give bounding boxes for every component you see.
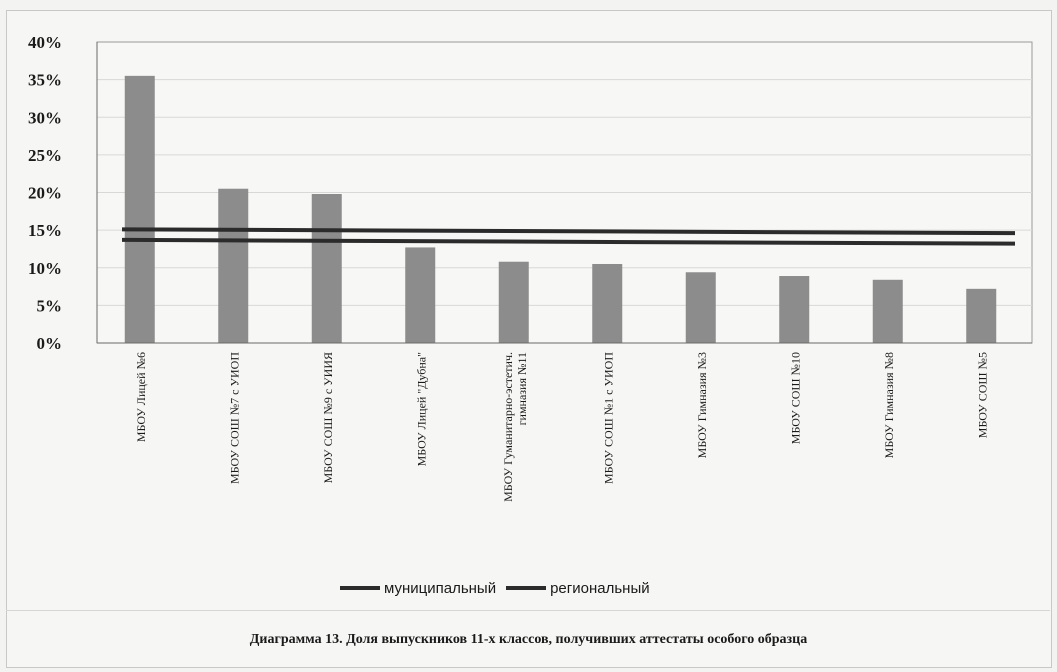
x-tick-label-line: МБОУ СОШ №10 bbox=[788, 352, 802, 444]
bar bbox=[405, 247, 436, 343]
reference-lines bbox=[121, 227, 1016, 246]
chart-caption: Диаграмма 13. Доля выпускников 11-х клас… bbox=[249, 632, 808, 647]
x-tick-label-line: МБОУ СОШ №5 bbox=[975, 352, 989, 438]
x-tick-label-line: МБОУ СОШ №7 с УИОП bbox=[227, 352, 241, 484]
bar bbox=[592, 263, 623, 343]
x-tick-label-line: МБОУ Гимназия №3 bbox=[695, 352, 709, 458]
y-tick-labels: 0% 5% 10% 15% 20% 25% 30% 35% 40% bbox=[28, 33, 62, 353]
bar bbox=[685, 272, 716, 343]
x-tick-label-line: МБОУ Лицей "Дубна" bbox=[414, 352, 428, 466]
legend-swatch-municipal bbox=[340, 586, 380, 590]
axes bbox=[96, 42, 1032, 344]
x-tick-label-line: МБОУ Лицей №6 bbox=[134, 352, 148, 442]
legend-entry-regional: региональный bbox=[506, 580, 650, 597]
bar bbox=[124, 75, 155, 344]
y-tick-label: 10% bbox=[28, 259, 62, 278]
regional-line bbox=[121, 237, 1016, 246]
y-tick-label: 20% bbox=[28, 184, 62, 203]
legend-entry-municipal: муниципальный bbox=[340, 580, 496, 597]
municipal-line bbox=[121, 227, 1016, 236]
bar bbox=[218, 188, 249, 343]
caption-separator bbox=[6, 610, 1050, 611]
legend-swatch-regional bbox=[506, 586, 547, 590]
legend-label-regional: региональный bbox=[550, 579, 650, 597]
bar bbox=[311, 194, 342, 343]
y-tick-label: 5% bbox=[37, 296, 63, 315]
x-tick-label: МБОУ Гуманитарно-эстетич. гимназия №11 bbox=[501, 352, 529, 502]
x-tick-label: МБОУ СОШ №9 с УИИЯ bbox=[321, 352, 335, 483]
x-tick-label: МБОУ СОШ №10 bbox=[788, 352, 802, 444]
legend-label-municipal: муниципальный bbox=[384, 579, 497, 597]
x-tick-label-line: МБОУ Гимназия №8 bbox=[882, 352, 896, 458]
bar bbox=[498, 261, 529, 343]
legend: муниципальный региональный bbox=[340, 576, 650, 600]
x-tick-label-line: гимназия №11 bbox=[515, 352, 529, 425]
x-tick-label: МБОУ Лицей "Дубна" bbox=[414, 352, 428, 466]
x-tick-label-line: МБОУ Гуманитарно-эстетич. bbox=[501, 352, 515, 502]
bar bbox=[779, 276, 810, 343]
x-tick-label: МБОУ СОШ №5 bbox=[975, 352, 989, 438]
x-tick-label: МБОУ СОШ №7 с УИОП bbox=[227, 352, 241, 484]
x-tick-label: МБОУ СОШ №1 с УИОП bbox=[601, 352, 615, 484]
y-tick-label: 25% bbox=[28, 146, 62, 165]
y-tick-label: 15% bbox=[28, 221, 62, 240]
bar bbox=[966, 288, 997, 343]
x-tick-label: МБОУ Гимназия №8 bbox=[882, 352, 896, 458]
gridlines bbox=[96, 41, 1033, 344]
bar bbox=[872, 279, 903, 343]
y-tick-label: 40% bbox=[28, 33, 62, 52]
y-tick-label: 30% bbox=[28, 108, 62, 127]
bars bbox=[124, 75, 997, 344]
x-tick-label-line: МБОУ СОШ №1 с УИОП bbox=[601, 352, 615, 484]
y-tick-label: 35% bbox=[28, 71, 62, 90]
x-tick-label-line: МБОУ СОШ №9 с УИИЯ bbox=[321, 352, 335, 483]
x-tick-labels: МБОУ Лицей №6 МБОУ СОШ №7 с УИОП МБОУ СОШ … bbox=[134, 352, 990, 502]
x-tick-label: МБОУ Лицей №6 bbox=[134, 352, 148, 442]
x-tick-label: МБОУ Гимназия №3 bbox=[695, 352, 709, 458]
y-tick-label: 0% bbox=[37, 334, 63, 353]
